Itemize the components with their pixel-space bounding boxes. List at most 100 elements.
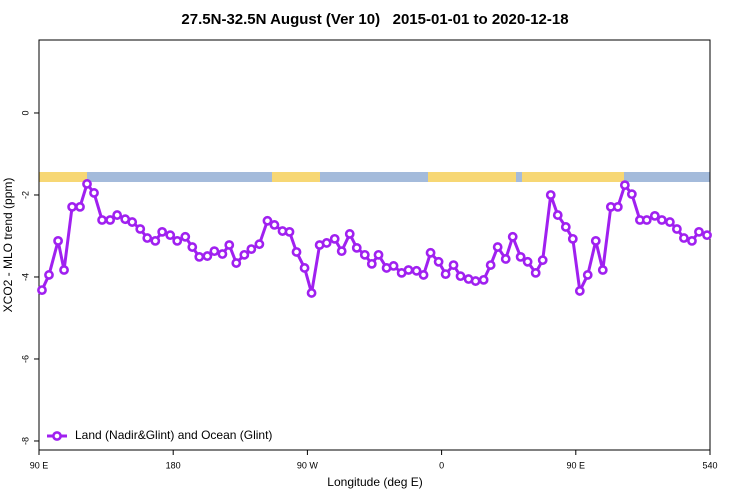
point: [478, 274, 489, 285]
point: [649, 210, 660, 221]
x-tick-label: 90 W: [297, 460, 319, 470]
point: [53, 235, 63, 246]
point: [530, 267, 541, 278]
point: [492, 242, 503, 252]
point: [105, 215, 116, 225]
point: [239, 249, 250, 260]
point: [284, 226, 295, 237]
point: [552, 210, 563, 220]
land-band: [428, 172, 516, 182]
point: [59, 265, 69, 275]
point: [194, 251, 205, 262]
point: [433, 256, 444, 267]
point: [597, 265, 608, 275]
point: [388, 261, 399, 271]
point: [180, 231, 191, 242]
point: [135, 224, 146, 234]
x-tick-label: 90 E: [30, 460, 49, 470]
point: [694, 226, 704, 237]
point: [306, 288, 317, 298]
legend-marker: [52, 431, 62, 441]
point: [209, 246, 220, 257]
point: [321, 238, 332, 248]
point: [515, 251, 526, 262]
point: [664, 217, 675, 227]
point: [67, 201, 78, 212]
point: [545, 190, 556, 200]
point: [262, 215, 273, 226]
plot-frame: [38, 39, 711, 451]
point: [336, 246, 347, 257]
y-tick-label: -4: [20, 273, 30, 281]
y-tick-label: 0: [20, 110, 30, 115]
point: [641, 215, 652, 225]
point: [359, 249, 370, 260]
y-axis-label: XCO2 - MLO trend (ppm): [1, 178, 15, 313]
point: [291, 247, 302, 257]
point: [254, 239, 265, 250]
land-band: [39, 172, 87, 182]
point: [418, 270, 429, 280]
point: [246, 244, 257, 254]
point: [187, 242, 198, 252]
point: [37, 285, 47, 295]
x-tick-label: 0: [439, 460, 444, 470]
point: [574, 286, 585, 296]
point: [269, 220, 280, 230]
point: [702, 230, 712, 241]
point: [567, 233, 578, 244]
point: [75, 201, 85, 212]
point: [165, 230, 176, 241]
point: [590, 235, 601, 246]
point: [411, 265, 422, 276]
y-tick-label: -2: [20, 191, 30, 199]
point: [366, 258, 377, 269]
series-line: [40, 180, 708, 296]
point: [224, 240, 235, 250]
point: [612, 201, 623, 212]
y-tick-label: -8: [20, 437, 30, 445]
ocean-band: [39, 172, 710, 182]
point: [425, 247, 436, 258]
point: [440, 269, 451, 280]
point: [231, 258, 242, 268]
x-tick-label: 540: [702, 460, 717, 470]
point: [582, 270, 593, 280]
point: [485, 260, 496, 270]
point: [500, 254, 511, 264]
point: [470, 276, 481, 286]
land-band: [272, 172, 320, 182]
chart-title: 27.5N-32.5N August (Ver 10) 2015-01-01 t…: [181, 11, 568, 28]
x-tick-label: 90 E: [567, 460, 586, 470]
point: [82, 179, 92, 189]
point: [89, 188, 99, 198]
y-tick-label: -6: [20, 355, 30, 363]
point: [127, 217, 138, 227]
point: [522, 256, 533, 267]
point: [351, 242, 362, 253]
point: [202, 251, 213, 261]
land-band: [522, 172, 624, 182]
point: [687, 235, 697, 246]
point: [537, 255, 548, 266]
point: [373, 249, 384, 260]
point: [97, 215, 107, 225]
point: [507, 231, 518, 242]
point: [671, 224, 682, 234]
point: [172, 235, 183, 246]
point: [299, 263, 310, 273]
point: [679, 233, 689, 243]
point: [344, 229, 355, 239]
point: [448, 260, 459, 270]
point: [112, 210, 123, 220]
point: [560, 222, 571, 232]
point: [329, 233, 340, 244]
point: [217, 249, 228, 259]
point: [403, 265, 414, 275]
point: [142, 233, 153, 243]
point: [656, 215, 667, 225]
point: [626, 189, 637, 200]
x-tick-label: 180: [166, 460, 181, 470]
point: [157, 226, 168, 237]
